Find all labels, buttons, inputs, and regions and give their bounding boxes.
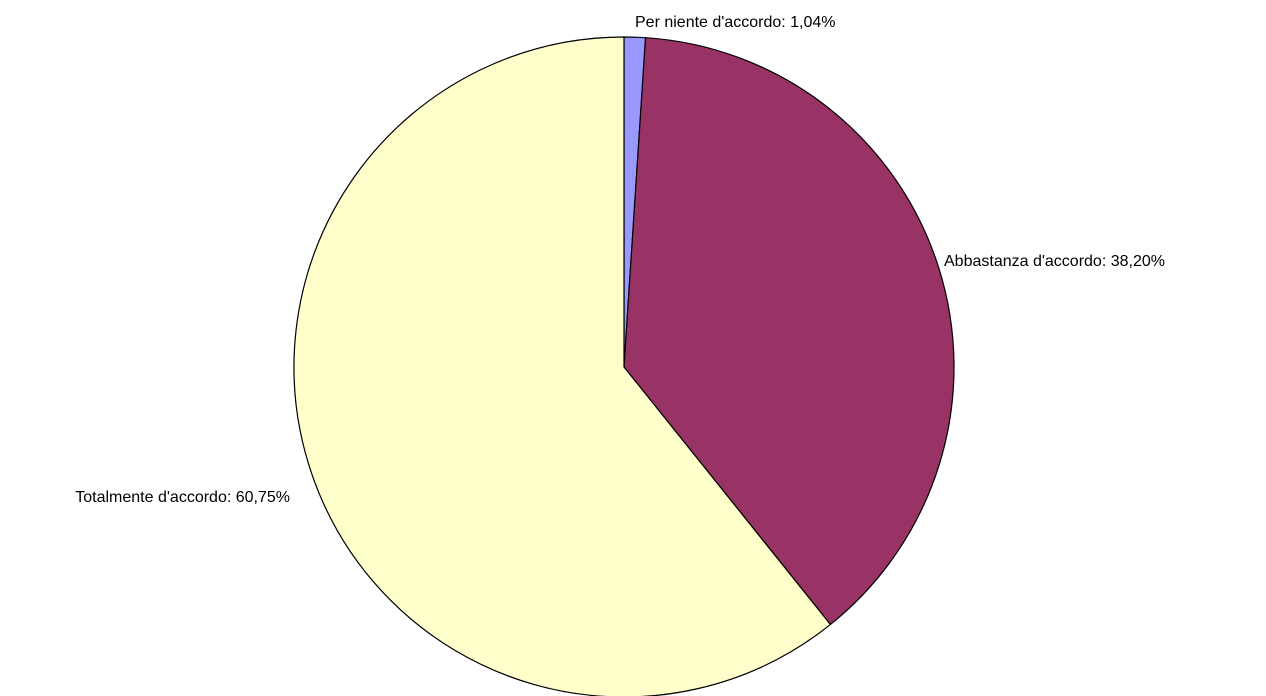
slice-totalmente bbox=[293, 36, 832, 696]
slice-label-per-niente: Per niente d'accordo: 1,04% bbox=[635, 14, 836, 31]
slice-label-totalmente: Totalmente d'accordo: 60,75% bbox=[75, 489, 290, 506]
slice-abbastanza bbox=[623, 37, 955, 626]
pie-labels: Per niente d'accordo: 1,04% Abbastanza d… bbox=[75, 14, 1165, 506]
slice-label-abbastanza: Abbastanza d'accordo: 38,20% bbox=[944, 253, 1165, 270]
pie-slices bbox=[293, 36, 955, 696]
